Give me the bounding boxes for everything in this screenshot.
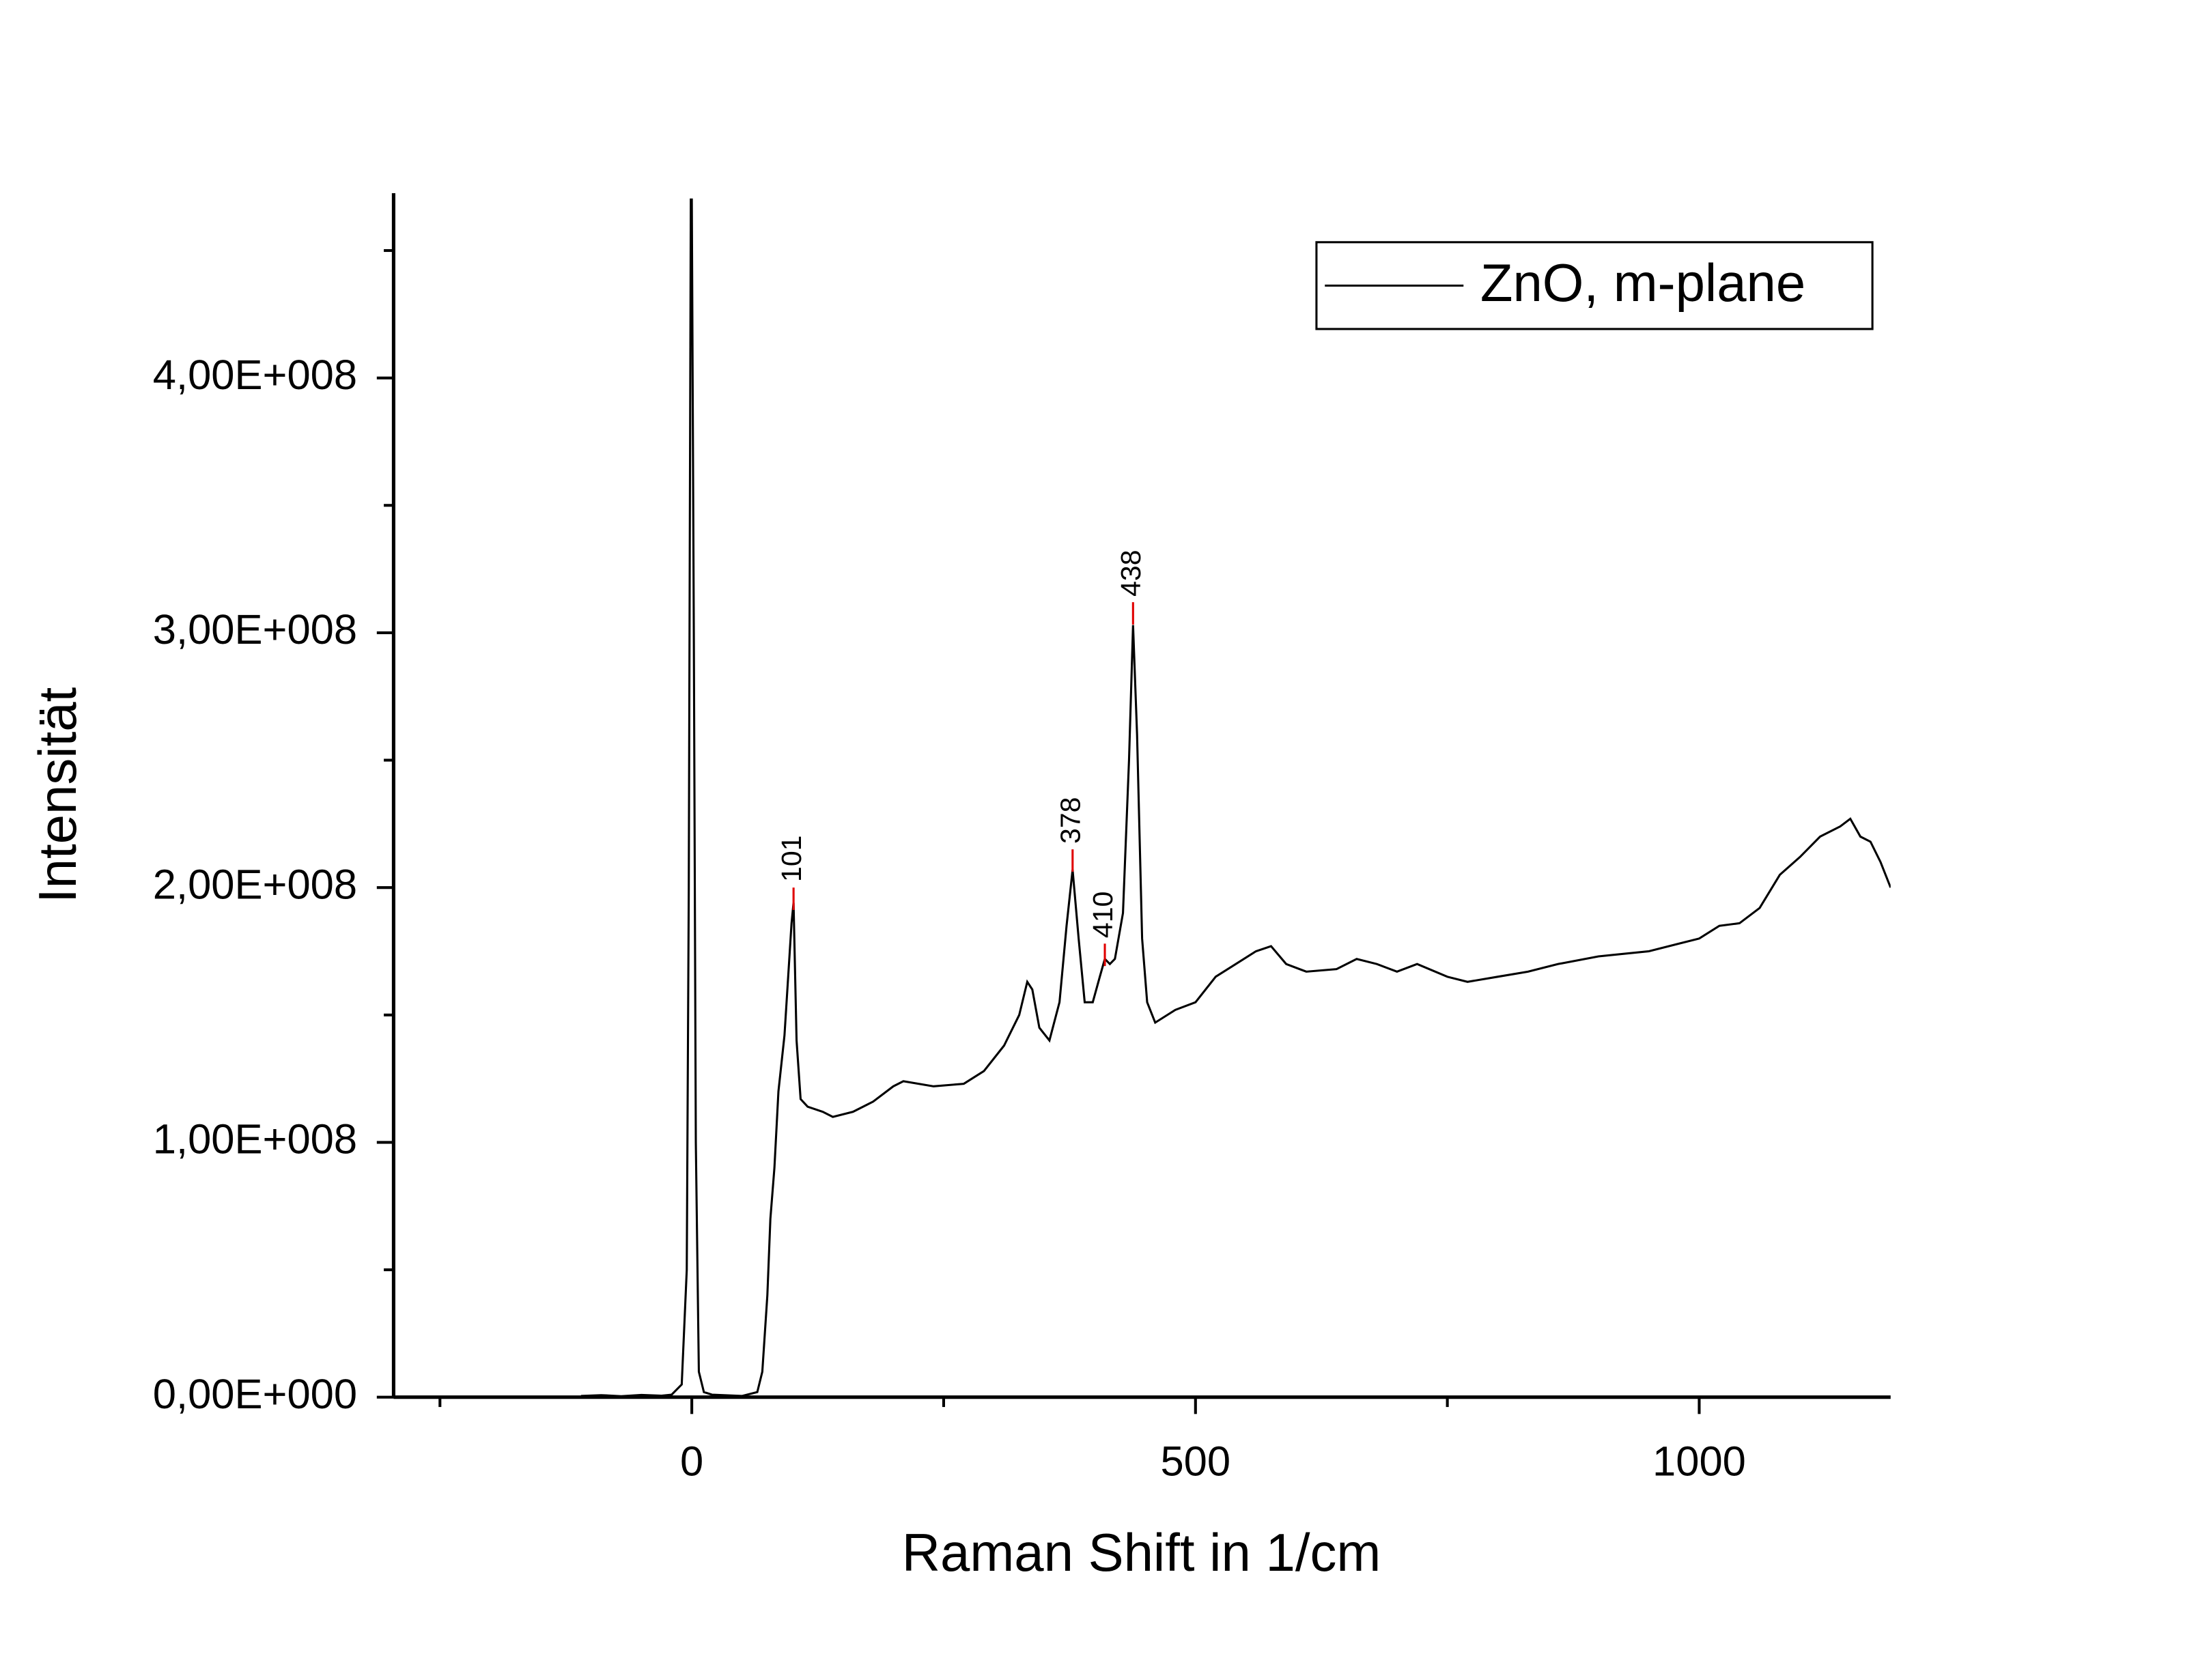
y-tick-label: 0,00E+000 bbox=[153, 1371, 357, 1418]
y-axis-title: Intensität bbox=[27, 687, 87, 903]
peak-label: 438 bbox=[1115, 550, 1146, 596]
y-tick-label: 2,00E+008 bbox=[153, 861, 357, 908]
x-tick-label: 1000 bbox=[1652, 1438, 1746, 1485]
peak-label: 410 bbox=[1087, 892, 1118, 938]
y-tick-label: 1,00E+008 bbox=[153, 1116, 357, 1163]
legend-label: ZnO, m-plane bbox=[1480, 253, 1805, 313]
data-line bbox=[580, 198, 1891, 1397]
peak-label: 378 bbox=[1055, 797, 1086, 844]
peak-label: 101 bbox=[776, 836, 807, 882]
x-tick-label: 0 bbox=[680, 1438, 703, 1485]
y-tick-label: 4,00E+008 bbox=[153, 352, 357, 399]
x-tick-label: 500 bbox=[1160, 1438, 1230, 1485]
y-tick-label: 3,00E+008 bbox=[153, 606, 357, 653]
x-axis-title: Raman Shift in 1/cm bbox=[902, 1522, 1381, 1582]
